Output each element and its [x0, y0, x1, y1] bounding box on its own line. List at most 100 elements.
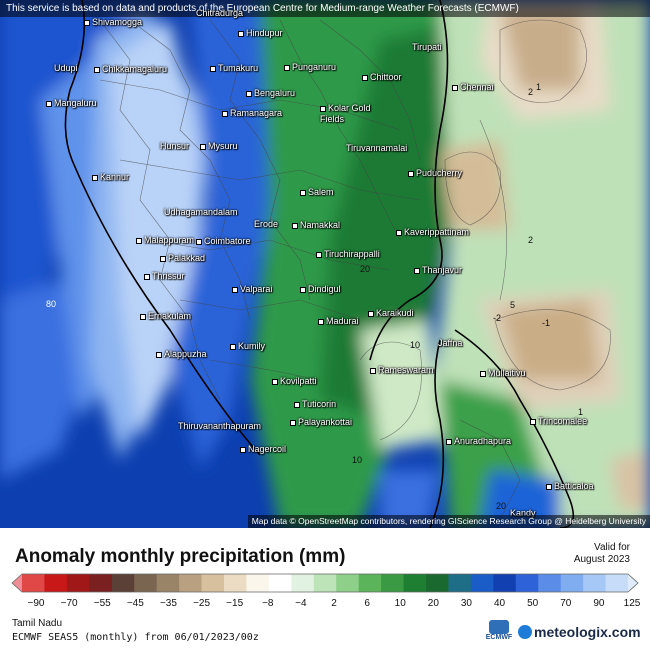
osm-attribution: Map data © OpenStreetMap contributors, r…: [247, 515, 650, 528]
city-marker-icon: [160, 255, 166, 262]
contour-label: 2: [528, 235, 534, 245]
city-marker-icon: [238, 30, 244, 37]
city-label: Jaffna: [438, 338, 463, 348]
color-swatch: [403, 574, 427, 592]
city-marker-icon: [530, 418, 536, 425]
color-swatch: [426, 574, 449, 592]
city-marker-icon: [546, 483, 552, 490]
city-marker-icon: [408, 170, 414, 177]
color-swatch: [224, 574, 247, 592]
city-label: Tumakuru: [210, 63, 258, 73]
city-label: Tiruvannamalai: [346, 143, 408, 153]
city-label: Bengaluru: [246, 88, 295, 98]
scale-tick-label: −55: [93, 598, 111, 609]
color-swatch: [583, 574, 607, 592]
meteologix-logo[interactable]: meteologix.com: [518, 624, 641, 640]
city-label: Palayankottai: [290, 417, 352, 427]
scale-tick-label: 70: [560, 598, 572, 609]
city-label: Puducherry: [408, 168, 462, 178]
city-marker-icon: [414, 267, 420, 274]
city-marker-icon: [92, 174, 98, 181]
city-marker-icon: [84, 19, 90, 26]
contour-lines: [359, 19, 611, 441]
city-marker-icon: [156, 351, 162, 358]
contour-label: 20: [360, 264, 371, 274]
city-label: Valparai: [232, 284, 272, 294]
city-marker-icon: [240, 446, 246, 453]
color-swatch: [22, 574, 45, 592]
ecmwf-mark-icon: [489, 620, 509, 634]
region-name: Tamil Nadu: [12, 618, 63, 629]
scale-tick-label: −25: [193, 598, 211, 609]
color-swatch: [381, 574, 405, 592]
map-canvas: [0, 0, 650, 528]
color-swatch: [201, 574, 225, 592]
city-marker-icon: [284, 64, 290, 71]
city-marker-icon: [300, 189, 306, 196]
city-marker-icon: [316, 251, 322, 258]
city-label: Rameswaram: [370, 365, 434, 375]
scale-tick-label: 10: [394, 598, 406, 609]
city-label: Kolar Gold Fields: [320, 103, 371, 124]
scale-tick-label: 125: [623, 598, 641, 609]
city-marker-icon: [222, 110, 228, 117]
color-swatch: [560, 574, 584, 592]
city-label: Coimbatore: [196, 236, 251, 246]
city-label: Erode: [254, 219, 279, 229]
city-label: Tiruchirappalli: [316, 249, 380, 259]
valid-period: Valid for August 2023: [574, 542, 630, 566]
precipitation-anomaly-map[interactable]: This service is based on data and produc…: [0, 0, 650, 528]
district-borders: [99, 19, 521, 521]
color-swatch: [538, 574, 562, 592]
ecmwf-logo: ECMWF: [482, 620, 516, 646]
city-label: Dindigul: [300, 284, 341, 294]
city-label: Mullaitivu: [480, 368, 526, 378]
meteologix-globe-icon: [518, 625, 532, 639]
city-marker-icon: [230, 343, 236, 350]
city-label: Karaikudi: [368, 308, 414, 318]
city-label: Hindupur: [238, 28, 283, 38]
city-marker-icon: [200, 143, 206, 150]
city-marker-icon: [136, 237, 142, 244]
scale-tick-label: 30: [460, 598, 472, 609]
city-marker-icon: [396, 229, 402, 236]
city-marker-icon: [320, 105, 326, 112]
valid-month: August 2023: [573, 554, 630, 565]
city-marker-icon: [196, 238, 202, 245]
color-swatch: [493, 574, 517, 592]
color-swatch: [448, 574, 472, 592]
city-label: Salem: [300, 187, 334, 197]
city-marker-icon: [140, 313, 146, 320]
city-label: Chittoor: [362, 72, 402, 82]
scale-min-arrow: [12, 574, 22, 592]
scale-tick-label: −15: [226, 598, 244, 609]
color-swatch: [470, 574, 494, 592]
scale-tick-label: 6: [364, 598, 370, 609]
city-marker-icon: [294, 401, 300, 408]
city-marker-icon: [290, 419, 296, 426]
city-marker-icon: [292, 222, 298, 229]
city-label: Thiruvananthapuram: [178, 421, 262, 431]
legend-panel: Anomaly monthly precipitation (mm) Valid…: [0, 528, 650, 650]
scale-tick-label: 90: [593, 598, 605, 609]
city-marker-icon: [370, 367, 376, 374]
anomaly-field: [0, 0, 650, 528]
contour-label: -2: [493, 313, 502, 323]
contour-label: 80: [46, 299, 57, 309]
color-swatch: [179, 574, 203, 592]
city-label: Palakkad: [160, 253, 205, 263]
scale-max-arrow: [628, 574, 638, 592]
scale-tick-label: −45: [126, 598, 144, 609]
city-label: Chennai: [452, 82, 494, 92]
city-label: Alappuzha: [156, 349, 207, 359]
color-scale-bar: [11, 573, 639, 593]
scale-tick-label: 20: [427, 598, 439, 609]
contour-label: -1: [542, 318, 551, 328]
color-swatch: [44, 574, 68, 592]
valid-label: Valid for: [594, 542, 630, 553]
scale-tick-label: 2: [331, 598, 337, 609]
scale-tick-label: −70: [60, 598, 78, 609]
city-marker-icon: [210, 65, 216, 72]
city-marker-icon: [232, 286, 238, 293]
city-marker-icon: [46, 100, 52, 107]
